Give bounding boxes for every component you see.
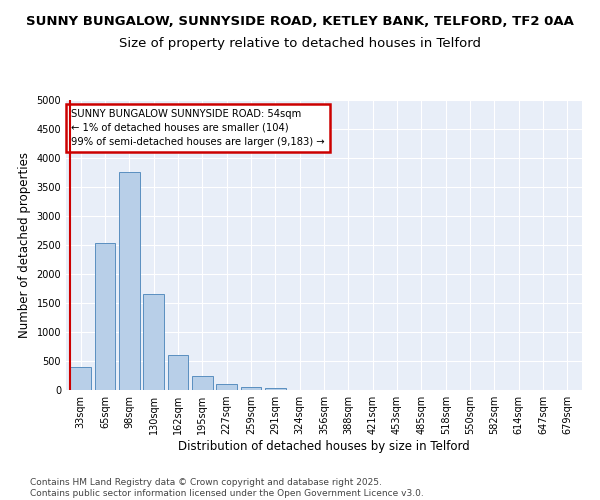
Bar: [167, 354, 188, 390]
Text: SUNNY BUNGALOW SUNNYSIDE ROAD: 54sqm
← 1% of detached houses are smaller (104)
9: SUNNY BUNGALOW SUNNYSIDE ROAD: 54sqm ← 1…: [71, 108, 325, 146]
Bar: [143, 294, 164, 390]
Y-axis label: Number of detached properties: Number of detached properties: [18, 152, 31, 338]
Text: SUNNY BUNGALOW, SUNNYSIDE ROAD, KETLEY BANK, TELFORD, TF2 0AA: SUNNY BUNGALOW, SUNNYSIDE ROAD, KETLEY B…: [26, 15, 574, 28]
Bar: [95, 242, 115, 390]
Bar: [192, 376, 212, 390]
Text: Contains HM Land Registry data © Crown copyright and database right 2025.
Contai: Contains HM Land Registry data © Crown c…: [30, 478, 424, 498]
Bar: [216, 384, 237, 390]
Text: Size of property relative to detached houses in Telford: Size of property relative to detached ho…: [119, 38, 481, 51]
X-axis label: Distribution of detached houses by size in Telford: Distribution of detached houses by size …: [178, 440, 470, 453]
Bar: [241, 387, 262, 390]
Bar: [119, 172, 140, 390]
Bar: [70, 368, 91, 390]
Bar: [265, 388, 286, 390]
